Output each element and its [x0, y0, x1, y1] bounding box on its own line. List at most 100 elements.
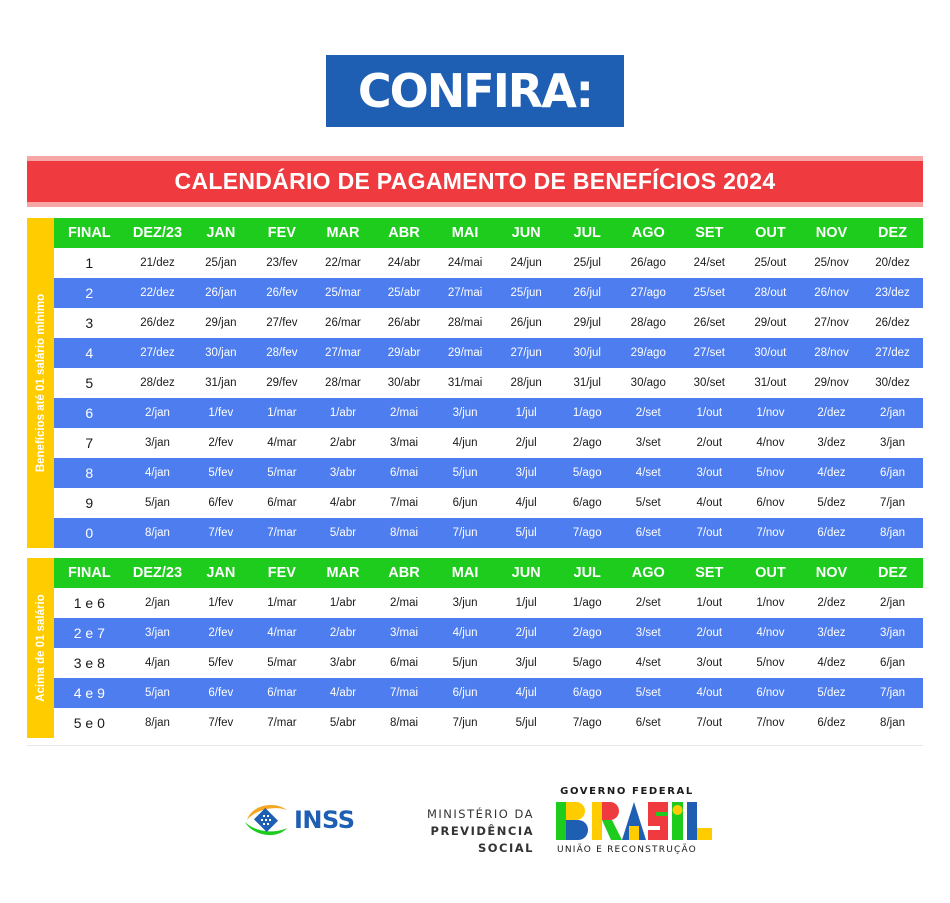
table-cell: 3/set	[635, 627, 661, 639]
table-cell: 4/out	[696, 497, 723, 509]
table-cell: FEV	[267, 225, 296, 241]
table-cell: 3/jul	[515, 657, 537, 669]
table-cell: 5/set	[635, 497, 661, 509]
table-cell: 6/nov	[756, 687, 785, 699]
table-cell: 30/dez	[875, 377, 910, 389]
table-cell: 7/mai	[389, 497, 419, 509]
table-cell: 2/mai	[389, 597, 419, 609]
table-cell: JAN	[206, 225, 236, 241]
brasil-logo-icon	[556, 800, 712, 842]
table-cell: 24/abr	[387, 257, 421, 269]
calendar-title-banner: CALENDÁRIO DE PAGAMENTO DE BENEFÍCIOS 20…	[27, 156, 923, 207]
table-cell: 3/mai	[389, 627, 419, 639]
table-cell: 3/jun	[452, 407, 478, 419]
table-cell: SET	[695, 565, 724, 581]
table-cell: 2/jul	[515, 627, 537, 639]
table-cell: 6/mar	[267, 687, 297, 699]
ministry-logo: MINISTÉRIO DA PREVIDÊNCIA SOCIAL	[386, 806, 534, 857]
final-cell: FINAL	[67, 565, 111, 581]
table-cell: 3/jan	[880, 437, 905, 449]
table-cell: 31/jul	[573, 377, 601, 389]
table-cell: DEZ/23	[132, 225, 183, 241]
table-cell: MAR	[326, 225, 360, 241]
inss-logo-icon	[243, 802, 289, 838]
table-cell: 5/abr	[329, 527, 357, 539]
final-cell: 6	[85, 405, 94, 421]
table-cell: 6/fev	[208, 497, 234, 509]
table-cell: 8/mai	[389, 717, 419, 729]
gov-bottom-text: UNIÃO E RECONSTRUÇÃO	[557, 845, 697, 855]
table-cell: 1/jul	[515, 407, 537, 419]
table-cell: 4/abr	[329, 497, 357, 509]
table-row: 2 e 7 3/jan 2/fev 4/mar 2/abr 3/mai 4/jun 2/jul…	[54, 618, 923, 648]
table-header-row: FINAL DEZ/23 JAN FEV MAR ABR MAI JUN JUL AGO SET OU…	[54, 218, 923, 248]
section1-side-label: Benefícios até 01 salário mínimo	[27, 218, 54, 548]
table-cell: 4/jul	[515, 497, 537, 509]
table-cell: 2/jan	[880, 407, 905, 419]
table-cell: 6/ago	[572, 497, 602, 509]
table-cell: 26/fev	[266, 287, 298, 299]
table-cell: 27/set	[693, 347, 725, 359]
table-cell: 8/jan	[145, 717, 170, 729]
table-cell: 7/jan	[880, 687, 905, 699]
table-cell: 28/dez	[140, 377, 175, 389]
calendar-title: CALENDÁRIO DE PAGAMENTO DE BENEFÍCIOS 20…	[174, 168, 776, 194]
table-cell: 4/nov	[756, 627, 785, 639]
section2-side-label-text: Acima de 01 salário	[34, 594, 47, 702]
table-cell: 30/jul	[573, 347, 601, 359]
table-cell: ABR	[388, 565, 420, 581]
table-cell: 25/jun	[510, 287, 542, 299]
table-cell: OUT	[755, 565, 786, 581]
table-cell: 28/ago	[630, 317, 666, 329]
table-cell: 29/out	[754, 317, 787, 329]
table-cell: 26/mar	[325, 317, 361, 329]
table-cell: 7/out	[696, 717, 723, 729]
table-cell: 2/mai	[389, 407, 419, 419]
final-cell: 2	[85, 285, 94, 301]
final-cell: 4 e 9	[73, 685, 105, 701]
table-cell: MAI	[451, 565, 479, 581]
table-cell: 31/out	[754, 377, 787, 389]
table-cell: 7/mar	[267, 717, 297, 729]
final-cell: 7	[85, 435, 94, 451]
table-row: 1 21/dez 25/jan 23/fev 22/mar 24/abr 24/mai 24/…	[54, 248, 923, 278]
table-cell: 1/fev	[208, 407, 234, 419]
table-cell: 2/out	[696, 437, 723, 449]
table-cell: 3/jan	[880, 627, 905, 639]
table-cell: 27/dez	[140, 347, 175, 359]
table-cell: 8/mai	[389, 527, 419, 539]
table-cell: 1/mar	[267, 597, 297, 609]
table-cell: 26/jan	[205, 287, 237, 299]
table-cell: 30/abr	[387, 377, 421, 389]
table-cell: 29/nov	[814, 377, 849, 389]
final-cell: 5 e 0	[73, 715, 105, 731]
table-cell: 30/ago	[630, 377, 666, 389]
table-row: 4 e 9 5/jan 6/fev 6/mar 4/abr 7/mai 6/jun 4/jul…	[54, 678, 923, 708]
table-cell: 20/dez	[875, 257, 910, 269]
table-cell: 4/set	[635, 657, 661, 669]
table-cell: 2/out	[696, 627, 723, 639]
table-cell: NOV	[815, 565, 848, 581]
section1-side-label-text: Benefícios até 01 salário mínimo	[34, 293, 47, 473]
table-cell: 28/out	[754, 287, 787, 299]
table-cell: 27/nov	[814, 317, 849, 329]
table-cell: 5/jul	[515, 527, 537, 539]
table-cell: 26/abr	[387, 317, 421, 329]
confira-heading: CONFIRA:	[326, 55, 624, 127]
table-cell: 4/dez	[817, 657, 846, 669]
table-cell: 5/nov	[756, 657, 785, 669]
table-cell: 6/jan	[880, 657, 905, 669]
footer-logos: INSS MINISTÉRIO DA PREVIDÊNCIA SOCIAL GO…	[0, 780, 950, 860]
table-row: 2 22/dez 26/jan 26/fev 25/mar 25/abr 27/mai 25/…	[54, 278, 923, 308]
table-cell: 6/set	[635, 527, 661, 539]
inss-logo: INSS	[243, 802, 355, 838]
ministry-line2: PREVIDÊNCIA SOCIAL	[430, 824, 534, 855]
table-cell: 1/abr	[329, 407, 357, 419]
table-cell: 26/set	[693, 317, 725, 329]
table-cell: 25/jan	[205, 257, 237, 269]
table-cell: 5/mar	[267, 467, 297, 479]
table-cell: 5/jun	[452, 657, 478, 669]
table-cell: MAR	[326, 565, 360, 581]
table-cell: 6/set	[635, 717, 661, 729]
table-cell: 2/ago	[572, 627, 602, 639]
